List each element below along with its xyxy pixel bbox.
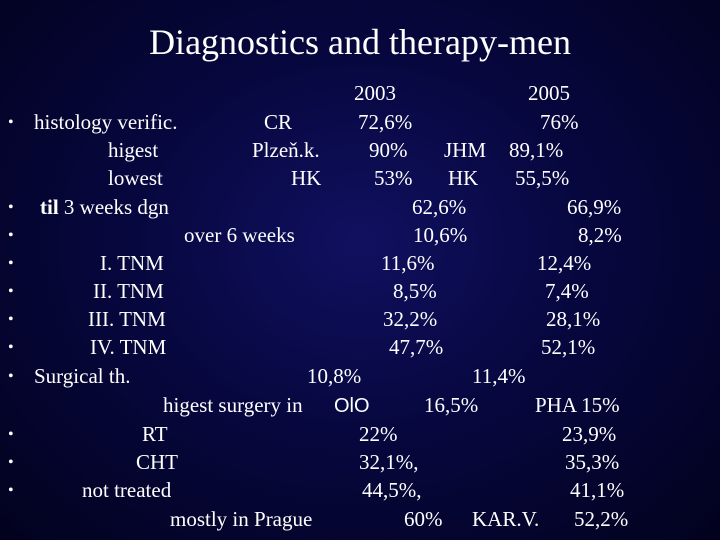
bullet: •: [8, 311, 14, 328]
over6-2003: 10,6%: [413, 223, 468, 247]
rt-2005: 23,9%: [562, 422, 617, 446]
header-2003: 2003: [354, 81, 396, 105]
bullet: •: [8, 283, 14, 300]
over6-2005: 8,2%: [578, 223, 622, 247]
not-treated-2005: 41,1%: [570, 478, 625, 502]
surgical-highest-label: higest surgery in: [163, 393, 303, 417]
cht-label: CHT: [136, 450, 178, 474]
bullet: •: [8, 255, 14, 272]
highest-region-2005: JHM: [444, 138, 487, 162]
cht-2005: 35,3%: [565, 450, 620, 474]
tnm-2005: 12,4%: [537, 251, 592, 275]
bullet: •: [8, 339, 14, 356]
not-treated-2003: 44,5%,: [362, 478, 422, 502]
surgical-label: Surgical th.: [34, 364, 131, 388]
highest-2005: 89,1%: [509, 138, 564, 162]
mostly-label: mostly in Prague: [170, 507, 313, 531]
tnm-2003: 47,7%: [389, 335, 444, 359]
tnm-2005: 28,1%: [546, 307, 601, 331]
lowest-region-2005: HK: [448, 166, 479, 190]
slide-title: Diagnostics and therapy-men: [149, 22, 571, 62]
kar-label: KAR.V.: [472, 507, 540, 531]
lowest-2005: 55,5%: [515, 166, 570, 190]
tnm-2003: 8,5%: [393, 279, 437, 303]
lowest-2003: 53%: [374, 166, 413, 190]
tnm-2005: 7,4%: [545, 279, 589, 303]
rt-2003: 22%: [359, 422, 398, 446]
surgical-2003: 10,8%: [307, 364, 362, 388]
tnm-2005: 52,1%: [541, 335, 596, 359]
bullet: •: [8, 199, 14, 216]
highest-label: higest: [108, 138, 159, 162]
bullet: •: [8, 114, 14, 131]
tnm-label: III. TNM: [88, 307, 166, 331]
bullet: •: [8, 426, 14, 443]
histology-label: histology verific.: [34, 110, 178, 134]
histology-cr: CR: [264, 110, 293, 134]
bullet: •: [8, 482, 14, 499]
over6-label: over 6 weeks: [184, 223, 295, 247]
not-treated-label: not treated: [82, 478, 172, 502]
tnm-label: I. TNM: [100, 251, 164, 275]
surgical-highest-region: OlO: [334, 395, 370, 417]
til3-label: til 3 weeks dgn: [40, 197, 169, 218]
til3-label-bold: til: [40, 195, 59, 219]
rt-label: RT: [142, 422, 168, 446]
bullet: •: [8, 368, 14, 385]
kar-value: 52,2%: [574, 507, 629, 531]
histology-cr-2005: 76%: [540, 110, 579, 134]
surgical-2005: 11,4%: [472, 364, 526, 388]
bullet: •: [8, 454, 14, 471]
lowest-label: lowest: [108, 166, 163, 190]
header-2005: 2005: [528, 81, 570, 105]
bullet: •: [8, 227, 14, 244]
lowest-region: HK: [291, 166, 322, 190]
tnm-label: II. TNM: [93, 279, 164, 303]
tnm-2003: 32,2%: [383, 307, 438, 331]
highest-region: Plzeň.k.: [252, 138, 320, 162]
til3-label-rest: 3 weeks dgn: [63, 195, 169, 219]
histology-cr-2003: 72,6%: [358, 110, 413, 134]
til3-2005: 66,9%: [567, 195, 622, 219]
tnm-label: IV. TNM: [90, 335, 167, 359]
highest-2003: 90%: [369, 138, 408, 162]
cht-2003: 32,1%,: [359, 450, 419, 474]
surgical-highest-2005: PHA 15%: [535, 393, 620, 417]
mostly-value: 60%: [404, 507, 443, 531]
til3-2003: 62,6%: [412, 195, 467, 219]
tnm-2003: 11,6%: [381, 251, 435, 275]
surgical-highest-value: 16,5%: [424, 393, 479, 417]
